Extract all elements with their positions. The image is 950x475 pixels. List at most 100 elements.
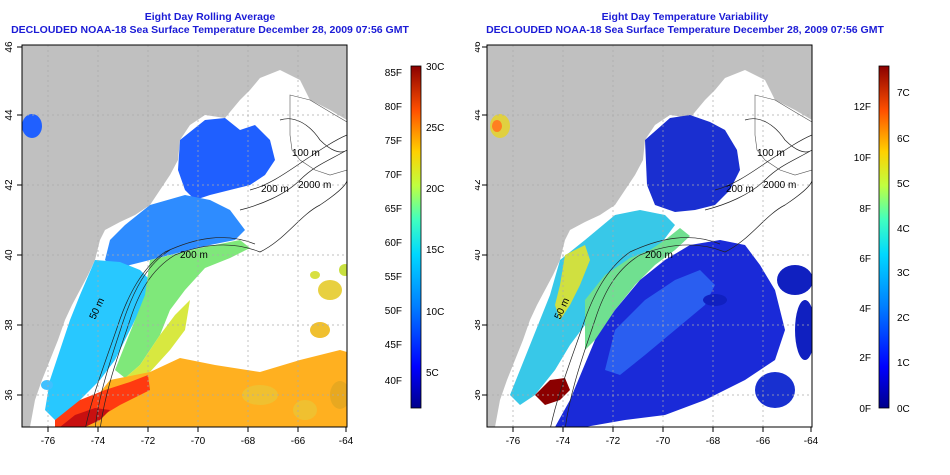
contour-label-200m-b: 200 m bbox=[261, 184, 289, 195]
c-tick: 3C bbox=[897, 268, 910, 279]
x-tick: -72 bbox=[141, 436, 156, 447]
f-tick: 75F bbox=[385, 136, 402, 147]
left-panel: Eight Day Rolling Average DECLOUDED NOAA… bbox=[4, 11, 444, 447]
f-tick: 45F bbox=[385, 340, 402, 351]
x-tick: -64 bbox=[804, 436, 819, 447]
right-subtitle: DECLOUDED NOAA-18 Sea Surface Temperatur… bbox=[486, 24, 884, 36]
left-map-svg: 100 m 2000 m 200 m 200 m 50 m -76 -74 -7… bbox=[4, 41, 444, 447]
c-tick: 2C bbox=[897, 313, 910, 324]
sst-cold-gulf-of-maine bbox=[178, 118, 275, 200]
left-subtitle: DECLOUDED NOAA-18 Sea Surface Temperatur… bbox=[11, 24, 409, 36]
left-colorbar-c-ticks: 30C 25C 20C 15C 10C 5C bbox=[426, 62, 444, 379]
f-tick: 50F bbox=[385, 306, 402, 317]
land-mass bbox=[487, 45, 812, 427]
right-title: Eight Day Temperature Variability bbox=[601, 11, 769, 23]
contour-label-200m-b: 200 m bbox=[726, 184, 754, 195]
f-tick: 60F bbox=[385, 238, 402, 249]
y-tick: 36 bbox=[475, 389, 483, 401]
sst-gulfstream-orange bbox=[80, 350, 347, 427]
f-tick: 8F bbox=[859, 204, 871, 215]
y-tick: 44 bbox=[475, 109, 483, 121]
x-tick: -70 bbox=[656, 436, 671, 447]
sst-slope-yellow bbox=[125, 300, 190, 385]
var-offshore-mid-blue bbox=[605, 270, 715, 375]
sst-shelf-blue bbox=[105, 195, 245, 270]
f-tick: 70F bbox=[385, 170, 402, 181]
x-tick: -74 bbox=[91, 436, 106, 447]
right-map-svg: 100 m 2000 m 200 m 200 m 50 m -76 -74 -7… bbox=[475, 41, 910, 447]
c-tick: 4C bbox=[897, 224, 910, 235]
left-colorbar bbox=[410, 65, 422, 409]
f-tick: 2F bbox=[859, 353, 871, 364]
y-tick: 36 bbox=[4, 389, 15, 401]
c-tick: 0C bbox=[897, 404, 910, 415]
f-tick: 0F bbox=[859, 404, 871, 415]
right-x-axis: -76 -74 -72 -70 -68 -66 -64 bbox=[506, 427, 819, 447]
f-tick: 65F bbox=[385, 204, 402, 215]
left-x-axis: -76 -74 -72 -70 -68 -66 -64 bbox=[41, 427, 354, 447]
f-tick: 85F bbox=[385, 68, 402, 79]
left-gridlines bbox=[22, 45, 347, 427]
f-tick: 40F bbox=[385, 376, 402, 387]
x-tick: -74 bbox=[556, 436, 571, 447]
x-tick: -66 bbox=[756, 436, 771, 447]
contour-label-200m-a: 200 m bbox=[645, 250, 673, 261]
sst-shelf-green bbox=[115, 240, 250, 378]
y-tick: 44 bbox=[4, 109, 15, 121]
y-tick: 42 bbox=[4, 179, 15, 191]
y-tick: 46 bbox=[475, 41, 483, 53]
c-tick: 30C bbox=[426, 62, 444, 73]
f-tick: 55F bbox=[385, 272, 402, 283]
right-colorbar bbox=[878, 65, 890, 409]
x-tick: -76 bbox=[506, 436, 521, 447]
left-colorbar-f-ticks: 85F 80F 75F 70F 65F 60F 55F 50F 45F 40F bbox=[385, 68, 402, 387]
x-tick: -76 bbox=[41, 436, 56, 447]
f-tick: 80F bbox=[385, 102, 402, 113]
x-tick: -68 bbox=[706, 436, 721, 447]
var-shelf-yellow bbox=[555, 245, 590, 320]
bathymetry-contours bbox=[550, 118, 812, 427]
sst-coastal-cyan bbox=[45, 260, 150, 420]
c-tick: 6C bbox=[897, 134, 910, 145]
c-tick: 20C bbox=[426, 184, 444, 195]
x-tick: -68 bbox=[241, 436, 256, 447]
y-tick: 46 bbox=[4, 41, 15, 53]
right-gridlines bbox=[487, 45, 812, 427]
c-tick: 1C bbox=[897, 358, 910, 369]
bathymetry-contours bbox=[85, 118, 347, 427]
x-tick: -64 bbox=[339, 436, 354, 447]
c-tick: 5C bbox=[897, 179, 910, 190]
y-tick: 38 bbox=[4, 319, 15, 331]
contour-label-100m: 100 m bbox=[757, 148, 785, 159]
left-y-axis: 36 38 40 42 44 46 bbox=[4, 41, 22, 401]
right-colorbar-f-ticks: 12F 10F 8F 6F 4F 2F 0F bbox=[854, 102, 871, 415]
left-title: Eight Day Rolling Average bbox=[144, 11, 276, 23]
f-tick: 10F bbox=[854, 153, 871, 164]
c-tick: 7C bbox=[897, 88, 910, 99]
contour-label-2000m: 2000 m bbox=[298, 180, 331, 191]
contour-label-2000m: 2000 m bbox=[763, 180, 796, 191]
y-tick: 40 bbox=[4, 249, 15, 261]
c-tick: 25C bbox=[426, 123, 444, 134]
x-tick: -72 bbox=[606, 436, 621, 447]
f-tick: 4F bbox=[859, 304, 871, 315]
right-panel: Eight Day Temperature Variability DECLOU… bbox=[475, 0, 950, 475]
land-mass bbox=[22, 45, 347, 427]
c-tick: 5C bbox=[426, 368, 439, 379]
c-tick: 15C bbox=[426, 245, 444, 256]
f-tick: 6F bbox=[859, 254, 871, 265]
y-tick: 38 bbox=[475, 319, 483, 331]
f-tick: 12F bbox=[854, 102, 871, 113]
var-high-red bbox=[535, 378, 570, 405]
right-map-frame bbox=[486, 44, 813, 428]
left-map-frame bbox=[21, 44, 348, 428]
var-slope-green bbox=[585, 228, 690, 350]
right-y-axis: 36 38 40 42 44 46 bbox=[475, 41, 487, 401]
x-tick: -66 bbox=[291, 436, 306, 447]
c-tick: 10C bbox=[426, 307, 444, 318]
x-tick: -70 bbox=[191, 436, 206, 447]
y-tick: 42 bbox=[475, 179, 483, 191]
y-tick: 40 bbox=[475, 249, 483, 261]
right-colorbar-c-ticks: 7C 6C 5C 4C 3C 2C 1C 0C bbox=[897, 88, 910, 415]
contour-label-200m-a: 200 m bbox=[180, 250, 208, 261]
